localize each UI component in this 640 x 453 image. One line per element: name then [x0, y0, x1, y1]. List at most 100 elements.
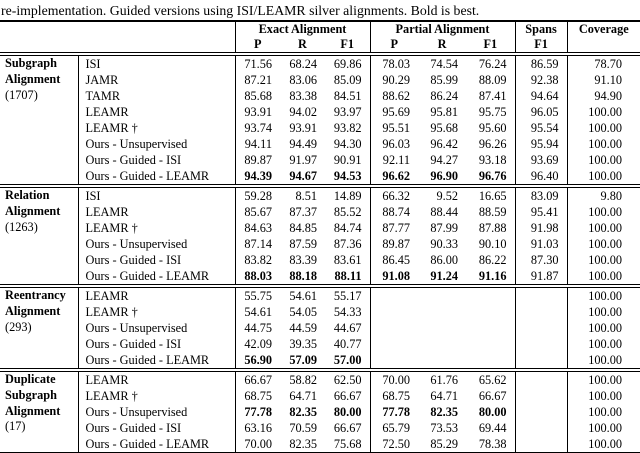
method-name: Ours - Guided - ISI	[78, 152, 236, 168]
value-cell: 63.16	[244, 421, 272, 435]
value-cell: 44.75	[244, 321, 272, 335]
value-cell: 64.71	[289, 389, 317, 403]
value-cell: 89.87	[244, 153, 272, 167]
value-cell: 44.59	[289, 321, 317, 335]
value-cell: 100.00	[588, 389, 623, 403]
value-cell	[515, 352, 568, 370]
header-exact-f1: F1	[325, 37, 371, 54]
value-cell: 91.16	[466, 268, 516, 286]
value-cell: 64.71	[430, 389, 459, 403]
value-cell: 94.27	[430, 153, 459, 167]
value-cell: 55.75	[244, 289, 272, 303]
value-cell: 55.17	[325, 286, 371, 304]
table-row: Ours - Unsupervised 87.14 87.59 87.36 89.87 9…	[0, 236, 640, 252]
value-cell: 90.33	[430, 237, 459, 251]
value-cell: 94.02	[289, 105, 317, 119]
value-cell: 44.67	[325, 320, 371, 336]
value-cell: 91.98	[515, 220, 568, 236]
value-cell: 58.82	[289, 373, 317, 387]
value-cell: 100.00	[588, 169, 623, 183]
value-cell	[370, 320, 418, 336]
value-cell: 88.62	[382, 89, 411, 103]
method-name: ISI	[78, 54, 236, 72]
value-cell: 88.18	[289, 269, 317, 283]
value-cell: 88.03	[244, 269, 272, 283]
section-count: (17)	[5, 419, 26, 434]
value-cell: 77.78	[382, 405, 411, 419]
value-cell: 78.70	[594, 57, 623, 71]
section-duplicate-subgraph-alignment: Duplicate Subgraph Alignment (17) LEAMR 66.67…	[0, 370, 640, 453]
value-cell: 84.85	[289, 221, 317, 235]
value-cell: 96.62	[382, 169, 411, 183]
value-cell: 66.67	[466, 388, 516, 404]
method-name: LEAMR	[78, 286, 236, 304]
value-cell: 87.30	[515, 252, 568, 268]
section-label-line: Alignment	[5, 71, 61, 86]
method-name: LEAMR	[78, 204, 236, 220]
method-name: Ours - Guided - LEAMR	[78, 436, 236, 453]
header-spans: Spans	[515, 21, 568, 37]
value-cell: 87.37	[289, 205, 317, 219]
value-cell: 87.59	[289, 237, 317, 251]
table-row: LEAMR † 54.61 54.05 54.33 100.00	[0, 304, 640, 320]
value-cell: 92.11	[382, 153, 411, 167]
table-row: Ours - Guided - ISI 42.09 39.35 40.77 100.00	[0, 336, 640, 352]
section-count: (293)	[5, 319, 32, 334]
header-sub-row: P R F1 P R F1 F1	[0, 37, 640, 54]
value-cell: 65.62	[466, 370, 516, 388]
value-cell	[515, 404, 568, 420]
value-cell: 100.00	[588, 289, 623, 303]
value-cell: 80.00	[325, 404, 371, 420]
value-cell	[515, 286, 568, 304]
header-exact-p: P	[253, 37, 262, 51]
method-name: LEAMR	[78, 370, 236, 388]
header-empty-cell	[0, 37, 236, 54]
value-cell: 86.22	[466, 252, 516, 268]
value-cell: 62.50	[325, 370, 371, 388]
value-cell: 95.41	[515, 204, 568, 220]
value-cell: 66.32	[382, 189, 411, 203]
table-row: LEAMR 85.67 87.37 85.52 88.74 88.44 88.59 95.41…	[0, 204, 640, 220]
results-table: Exact Alignment Partial Alignment Spans …	[0, 20, 640, 453]
value-cell: 91.08	[382, 269, 411, 283]
value-cell	[370, 336, 418, 352]
method-name: Ours - Guided - ISI	[78, 420, 236, 436]
value-cell: 54.33	[325, 304, 371, 320]
section-subgraph-alignment: Subgraph Alignment (1707) ISI 71.56 68.24 69.8…	[0, 54, 640, 186]
value-cell: 54.61	[244, 305, 272, 319]
value-cell: 87.21	[244, 73, 272, 87]
value-cell: 91.10	[594, 73, 623, 87]
table-row: Relation Alignment (1263) ISI 59.28 8.51 14.89…	[0, 186, 640, 286]
value-cell: 87.88	[466, 220, 516, 236]
value-cell: 84.63	[244, 221, 272, 235]
value-cell: 9.80	[600, 189, 623, 203]
value-cell: 83.82	[244, 253, 272, 267]
method-name: LEAMR †	[78, 120, 236, 136]
table-row: Reentrancy Alignment (293) LEAMR 55.75 54.61 5…	[0, 286, 640, 370]
header-group-row: Exact Alignment Partial Alignment Spans …	[0, 21, 640, 37]
value-cell: 88.11	[325, 268, 371, 286]
value-cell	[515, 370, 568, 388]
value-cell: 93.97	[325, 104, 371, 120]
value-cell: 93.91	[244, 105, 272, 119]
value-cell: 88.74	[382, 205, 411, 219]
value-cell: 100.00	[588, 105, 623, 119]
section-label-line: Alignment	[5, 203, 61, 218]
header-partial-p: P	[390, 37, 399, 51]
method-name: Ours - Guided - ISI	[78, 252, 236, 268]
value-cell: 66.67	[244, 373, 272, 387]
section-label-line: Subgraph	[5, 56, 57, 70]
value-cell: 94.64	[515, 88, 568, 104]
method-name: Ours - Guided - LEAMR	[78, 168, 236, 186]
table-row: Duplicate Subgraph Alignment (17) LEAMR 66.67…	[0, 370, 640, 453]
value-cell	[418, 336, 466, 352]
value-cell: 70.00	[244, 437, 272, 451]
value-cell: 94.67	[289, 169, 317, 183]
value-cell	[515, 336, 568, 352]
value-cell: 69.86	[325, 54, 371, 72]
value-cell: 68.24	[289, 57, 317, 71]
section-label: Reentrancy Alignment (293)	[0, 286, 79, 370]
value-cell: 83.09	[515, 186, 568, 204]
table-row: LEAMR † 93.74 93.91 93.82 95.51 95.68 95.60 95.…	[0, 120, 640, 136]
value-cell: 96.26	[466, 136, 516, 152]
